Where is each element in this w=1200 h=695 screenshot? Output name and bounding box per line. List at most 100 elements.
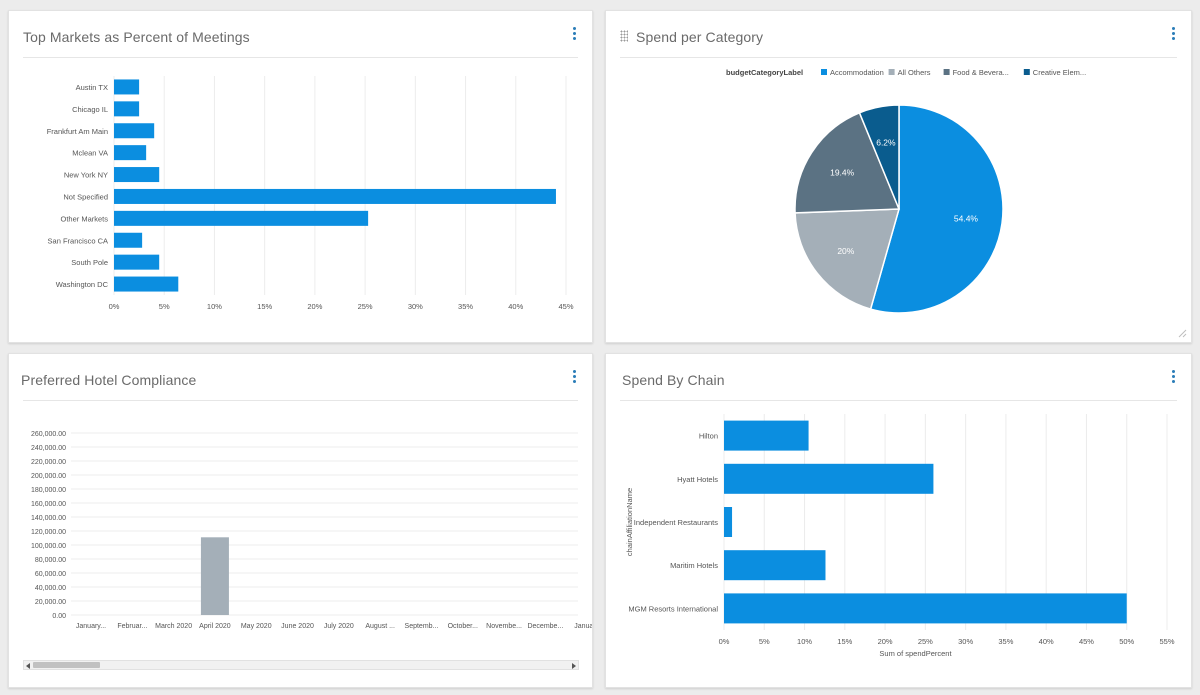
x-tick-label: July 2020 — [324, 623, 354, 630]
panel-title: Preferred Hotel Compliance — [21, 372, 197, 388]
x-tick-label: 40% — [1039, 637, 1054, 646]
resize-grip-icon[interactable] — [1178, 329, 1187, 338]
y-tick-label: 80,000.00 — [35, 557, 66, 564]
y-tick-label: Frankfurt Am Main — [47, 127, 108, 136]
y-tick-label: 220,000.00 — [31, 459, 66, 466]
bar — [724, 550, 826, 581]
x-tick-label: 0% — [719, 637, 730, 646]
horizontal-scrollbar[interactable] — [23, 660, 579, 670]
bar — [114, 276, 179, 292]
scroll-left-icon[interactable] — [26, 663, 30, 669]
x-tick-label: 30% — [408, 302, 423, 311]
scrollbar-thumb[interactable] — [33, 662, 100, 668]
y-tick-label: 140,000.00 — [31, 515, 66, 522]
y-tick-label: Maritim Hotels — [670, 561, 718, 570]
y-tick-label: 20,000.00 — [35, 599, 66, 606]
legend-title: budgetCategoryLabel — [726, 68, 803, 77]
bar — [114, 145, 147, 161]
y-tick-label: 160,000.00 — [31, 501, 66, 508]
y-tick-label: Hyatt Hotels — [677, 475, 718, 484]
spend-chain-chart: 0% 5% 10% 15% 20% 25% 30% 35% 40% 45% 50% 55% Hilton… — [625, 414, 1175, 658]
top-markets-chart: 0% 5% 10% 15% 20% 25% 30% 35% 40% 45% Austin TX Chi… — [47, 76, 574, 311]
more-options-icon[interactable] — [570, 27, 578, 41]
y-tick-label: Not Specified — [63, 192, 108, 201]
more-options-icon[interactable] — [1169, 370, 1177, 384]
y-tick-label: Hilton — [699, 432, 718, 441]
scroll-right-icon[interactable] — [572, 663, 576, 669]
y-tick-label: 240,000.00 — [31, 445, 66, 452]
drag-handle-icon[interactable] — [620, 30, 628, 42]
panel-title: Spend per Category — [636, 29, 764, 45]
x-tick-label: 15% — [257, 302, 272, 311]
panel-title: Top Markets as Percent of Meetings — [23, 29, 250, 45]
more-options-icon[interactable] — [570, 370, 578, 384]
x-tick-label: January — [574, 623, 592, 630]
pie-slice — [858, 104, 900, 210]
x-tick-label: 20% — [878, 637, 893, 646]
pie-slice — [794, 208, 901, 310]
bar — [724, 507, 733, 537]
bar — [200, 537, 229, 615]
x-tick-label: October... — [448, 623, 478, 630]
x-tick-label: April 2020 — [199, 623, 231, 630]
y-tick-label: 260,000.00 — [31, 431, 66, 438]
x-tick-label: May 2020 — [241, 623, 272, 630]
y-axis-label: chainAffiliationName — [625, 488, 634, 556]
legend-entry: Accommodation — [830, 68, 884, 77]
bar — [114, 79, 140, 95]
x-tick-label: Septemb... — [405, 623, 439, 630]
legend-swatch — [888, 69, 895, 75]
x-tick-label: 5% — [759, 637, 770, 646]
y-tick-label: 60,000.00 — [35, 571, 66, 578]
pie-data-label: 6.2% — [876, 138, 896, 148]
bar — [114, 123, 155, 139]
y-tick-label: 100,000.00 — [31, 543, 66, 550]
x-tick-label: 30% — [958, 637, 973, 646]
pie-slice — [869, 104, 1004, 314]
panel-header: Top Markets as Percent of Meetings — [23, 11, 578, 58]
more-options-icon[interactable] — [1169, 27, 1177, 41]
bar — [114, 210, 369, 226]
x-tick-label: 25% — [918, 637, 933, 646]
x-tick-label: 25% — [358, 302, 373, 311]
y-tick-label: San Francisco CA — [48, 236, 108, 245]
panel-header: Spend By Chain — [620, 354, 1177, 401]
x-tick-label: 55% — [1159, 637, 1174, 646]
spend-chain-panel: Spend By Chain 0% 5% 10% 15% 20% 25% 30% 35% 40%… — [605, 353, 1192, 688]
y-tick-label: Independent Restaurants — [634, 518, 718, 527]
pie-slice — [794, 111, 901, 214]
legend-entry: All Others — [898, 68, 931, 77]
x-tick-label: 10% — [797, 637, 812, 646]
x-tick-label: 40% — [508, 302, 523, 311]
y-tick-label: MGM Resorts International — [628, 604, 718, 613]
bar — [724, 593, 1127, 624]
bar — [114, 101, 140, 117]
bar — [114, 188, 556, 204]
x-tick-label: Decembe... — [527, 623, 563, 630]
x-tick-label: 45% — [558, 302, 573, 311]
y-tick-label: 120,000.00 — [31, 529, 66, 536]
y-tick-label: 200,000.00 — [31, 473, 66, 480]
top-markets-panel: Top Markets as Percent of Meetings 0% 5% 1… — [8, 10, 593, 343]
x-tick-label: 20% — [307, 302, 322, 311]
x-tick-label: 5% — [159, 302, 170, 311]
y-tick-label: 40,000.00 — [35, 585, 66, 592]
x-tick-label: 15% — [837, 637, 852, 646]
pie-data-label: 19.4% — [830, 167, 855, 177]
hotel-compliance-chart: 0.00 20,000.00 40,000.00 60,000.00 80,000.00… — [31, 431, 592, 630]
x-tick-label: 10% — [207, 302, 222, 311]
bar — [114, 254, 160, 270]
legend-entry: Food & Bevera... — [953, 68, 1009, 77]
y-tick-label: Austin TX — [76, 83, 108, 92]
x-tick-label: March 2020 — [155, 623, 192, 630]
x-axis-label: Sum of spendPercent — [879, 649, 952, 658]
pie-data-label: 54.4% — [954, 213, 979, 223]
x-tick-label: 50% — [1119, 637, 1134, 646]
x-tick-label: Februar... — [117, 623, 147, 630]
y-tick-label: Chicago IL — [72, 105, 108, 114]
x-tick-label: 35% — [458, 302, 473, 311]
spend-category-chart: budgetCategoryLabel Accommodation All Othe… — [726, 68, 1086, 314]
x-tick-label: June 2020 — [281, 623, 314, 630]
legend-entry: Creative Elem... — [1033, 68, 1086, 77]
x-tick-label: August ... — [365, 623, 395, 630]
